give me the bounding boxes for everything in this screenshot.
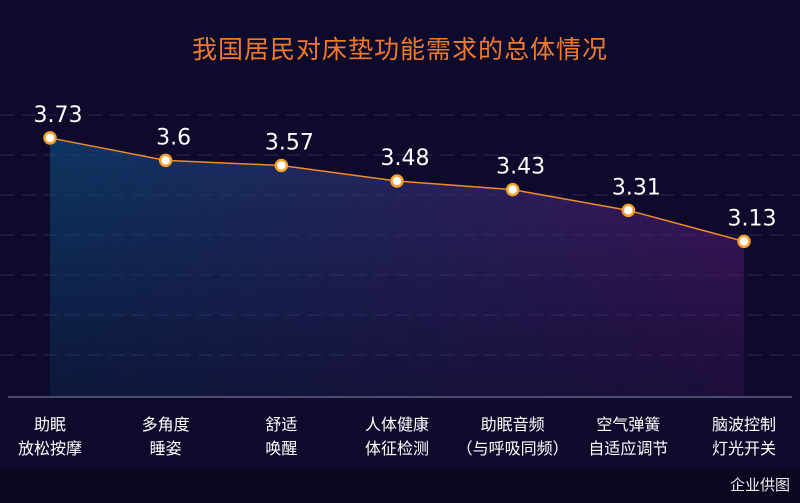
data-point <box>621 203 636 218</box>
x-tick-label: （与呼吸同频） <box>457 439 569 458</box>
area-fill <box>50 137 744 397</box>
x-tick-label: 助眠 <box>34 415 66 434</box>
data-label: 3.57 <box>265 131 314 156</box>
markers <box>43 131 751 249</box>
watermark: 企业供图 <box>729 476 790 494</box>
data-label: 3.43 <box>496 155 545 180</box>
bottom-band <box>0 469 800 503</box>
data-point <box>43 131 57 145</box>
data-point <box>505 182 520 197</box>
x-tick-label: 脑波控制 <box>712 415 776 434</box>
x-tick-label: 灯光开关 <box>712 439 776 458</box>
x-tick-label: 多角度 <box>142 415 190 434</box>
x-tick-label: 唤醒 <box>265 439 297 458</box>
x-tick-label: 助眠音频 <box>481 415 545 434</box>
x-tick-label: 放松按摩 <box>18 439 82 458</box>
chart-title: 我国居民对床垫功能需求的总体情况 <box>191 35 608 64</box>
data-label: 3.6 <box>156 125 191 150</box>
data-label: 3.13 <box>728 206 777 231</box>
data-point <box>390 174 404 188</box>
data-point <box>274 158 289 173</box>
x-tick-label: 人体健康 <box>365 415 429 434</box>
x-tick-label: 睡姿 <box>150 439 182 458</box>
data-label: 3.73 <box>34 103 83 128</box>
x-tick-label: 舒适 <box>265 415 297 434</box>
x-tick-label: 体征检测 <box>365 439 429 458</box>
x-tick-label: 自适应调节 <box>588 439 668 458</box>
data-point <box>158 153 173 168</box>
data-label: 3.48 <box>381 146 430 171</box>
x-tick-label: 空气弹簧 <box>596 415 660 434</box>
data-point <box>737 234 751 249</box>
data-labels: 3.73 3.6 3.57 3.48 3.43 3.31 3.13 <box>34 103 777 231</box>
area-shape <box>50 137 744 397</box>
data-label: 3.31 <box>612 175 661 200</box>
